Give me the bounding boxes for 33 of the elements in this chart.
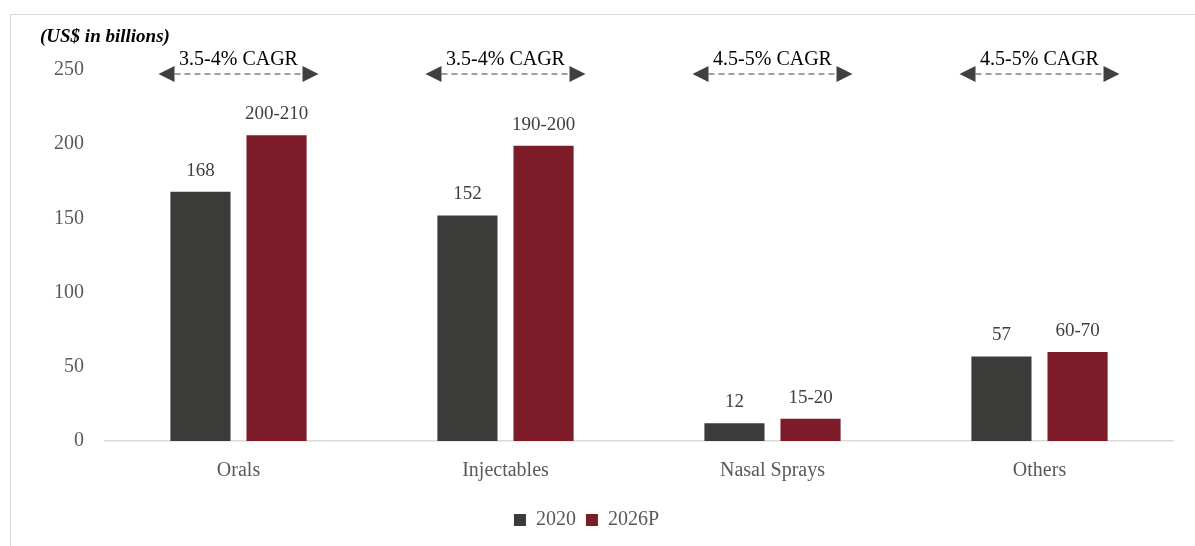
data-label: 168	[186, 158, 215, 180]
legend-label: 2026P	[607, 507, 660, 530]
x-tick-label: Orals	[216, 458, 261, 481]
bar	[971, 356, 1032, 441]
y-tick-label: 100	[54, 279, 84, 302]
x-tick-label: Others	[1012, 458, 1067, 481]
legend-label: 2020	[535, 507, 576, 530]
annotation: 3.5-4% CAGR	[179, 47, 299, 69]
data-label: 152	[453, 182, 482, 204]
bar	[780, 418, 841, 441]
bar	[513, 145, 574, 441]
data-label: 15-20	[788, 385, 833, 407]
data-label: 57	[991, 323, 1011, 345]
x-tick-label: Injectables	[462, 458, 550, 482]
data-label: 190-200	[511, 112, 576, 134]
data-label: 60-70	[1055, 318, 1100, 340]
y-tick-label: 0	[74, 428, 84, 451]
bar	[704, 423, 765, 441]
bar	[246, 135, 307, 441]
x-tick-label: Nasal Sprays	[720, 458, 826, 482]
bar	[437, 215, 498, 441]
bar	[170, 191, 231, 441]
y-tick-label: 50	[64, 354, 84, 377]
data-label: 200-210	[244, 102, 309, 124]
y-tick-label: 250	[54, 57, 84, 80]
annotation: 4.5-5% CAGR	[980, 47, 1100, 69]
y-axis-title: (US$ in billions)	[40, 25, 170, 47]
data-label: 12	[724, 390, 744, 412]
annotation: 3.5-4% CAGR	[446, 47, 566, 69]
y-tick-label: 150	[54, 205, 84, 228]
y-tick-label: 200	[54, 131, 84, 154]
bar	[1047, 351, 1108, 441]
annotation: 4.5-5% CAGR	[713, 47, 833, 69]
